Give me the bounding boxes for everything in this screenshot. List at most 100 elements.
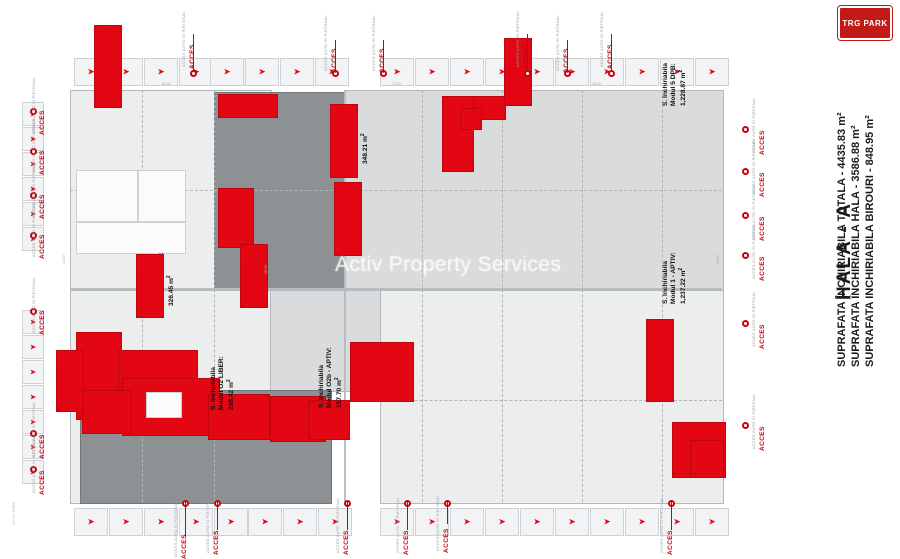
summary-hall: SUPRAFATA ÎNCHIRIABILA HALA - 3586.88 m²	[850, 125, 862, 367]
bay-cell[interactable]: ➤	[22, 202, 44, 226]
partition-v-main	[344, 90, 346, 502]
arrow-icon: ➤	[157, 66, 165, 77]
arrow-icon: ➤	[29, 392, 37, 402]
bay-cell[interactable]: ➤	[179, 508, 213, 536]
arrow-icon: ➤	[393, 66, 401, 77]
arrow-icon: ➤	[428, 66, 436, 77]
arrow-icon: ➤	[29, 209, 37, 219]
room-o3-inner	[146, 392, 182, 418]
bay-cell[interactable]: ➤	[695, 58, 729, 86]
arrow-icon: ➤	[192, 516, 200, 527]
grid-v-3	[422, 90, 423, 502]
bay-cell[interactable]: ➤	[280, 58, 314, 86]
arrow-icon: ➤	[122, 66, 130, 77]
arrow-icon: ➤	[223, 66, 231, 77]
arrow-icon: ➤	[708, 66, 716, 77]
dim-tick: 48.00	[592, 82, 601, 86]
arrow-icon: ➤	[293, 66, 301, 77]
arrow-icon: ➤	[428, 516, 436, 527]
area-label-modul-o2-liber: S. Inchiriabila Modul O2 LIBER: 298.42 m2	[210, 356, 236, 410]
room-nw-b	[138, 170, 186, 222]
room-nw-a	[76, 170, 138, 222]
bay-cell[interactable]: ➤	[22, 177, 44, 201]
office-modul4-a	[218, 94, 278, 118]
bay-cell[interactable]: ➤	[485, 508, 519, 536]
bay-cell[interactable]: ➤	[625, 58, 659, 86]
bay-cell[interactable]: ➤	[450, 58, 484, 86]
bay-cell[interactable]: ➤	[144, 508, 178, 536]
arrow-icon: ➤	[638, 66, 646, 77]
arrow-icon: ➤	[331, 516, 339, 527]
bay-cell[interactable]: ➤	[22, 385, 44, 409]
loading-bays-bottom-mid: ➤ ➤ ➤	[248, 508, 353, 536]
arrow-icon: ➤	[87, 66, 95, 77]
bay-cell[interactable]: ➤	[520, 508, 554, 536]
grid-v-4	[502, 90, 503, 502]
loading-bays-bottom-left: ➤ ➤ ➤ ➤ ➤	[74, 508, 249, 536]
arrow-icon: ➤	[498, 516, 506, 527]
bay-cell[interactable]: ➤	[318, 508, 352, 536]
bay-cell[interactable]: ➤	[450, 508, 484, 536]
plan-canvas: ➤ ➤ ➤ ➤ ➤ ➤ ➤ ➤ ➤ ➤ ➤ ➤ ➤ ➤ ➤ ➤ ➤ ➤ ➤ ➤ …	[22, 25, 822, 536]
summary-offices: SUPRAFATA INCHIRIABILA BIROURI - 848.95 …	[864, 115, 876, 367]
bay-cell[interactable]: ➤	[109, 508, 143, 536]
bay-cell[interactable]: ➤	[214, 508, 248, 536]
bay-cell[interactable]: ➤	[22, 335, 44, 359]
arrow-icon: ➤	[227, 516, 235, 527]
arrow-icon: ➤	[29, 234, 37, 244]
bay-cell[interactable]: ➤	[380, 58, 414, 86]
area-label-birouri-4-a: S. Inchiriabila Birouri Modul 4 LIBER: 18.…	[330, 103, 359, 178]
bay-cell[interactable]: ➤	[590, 58, 624, 86]
loading-bays-bottom-right: ➤ ➤ ➤ ➤ ➤ ➤ ➤ ➤ ➤ ➤	[380, 508, 730, 536]
arrow-icon: ➤	[29, 342, 37, 352]
area-label-modul-5-dpb: S. Inchiriabila Modul 5 DPB: 1,228.87 m2	[662, 63, 688, 106]
office-o2b	[350, 342, 414, 402]
arrow-icon: ➤	[603, 516, 611, 527]
bay-cell[interactable]: ➤	[555, 508, 589, 536]
bay-cell[interactable]: ➤	[210, 58, 244, 86]
office-o2-c	[308, 400, 350, 440]
dim-tick: 36.00	[716, 255, 720, 264]
room-nw-c	[76, 222, 186, 254]
bay-cell[interactable]: ➤	[245, 58, 279, 86]
partition-h-main	[70, 288, 722, 290]
arrow-icon: ➤	[708, 516, 716, 527]
bay-cell[interactable]: ➤	[415, 508, 449, 536]
office-o2-a	[208, 394, 270, 440]
grid-v-5	[582, 90, 583, 502]
bay-cell[interactable]: ➤	[22, 360, 44, 384]
bay-cell[interactable]: ➤	[660, 58, 694, 86]
arrow-icon: ➤	[29, 134, 37, 144]
arrow-icon: ➤	[463, 66, 471, 77]
dim-tick: 24.00	[62, 255, 66, 264]
area-label-birouri-o3-1: S. Inchiriabila Birouri O3.1 LIBER: 31.10 …	[136, 254, 165, 318]
bay-cell[interactable]: ➤	[144, 58, 178, 86]
area-label-modul-1-aptiv: S. Inchiriabila Modul 1 - APTIV: 1,237.22 …	[662, 252, 688, 304]
arrow-icon: ➤	[29, 367, 37, 377]
arrow-icon: ➤	[29, 417, 37, 427]
grid-h-1	[70, 190, 722, 191]
bay-cell[interactable]: ➤	[74, 508, 108, 536]
grid-v-6	[662, 90, 663, 502]
arrow-icon: ➤	[29, 184, 37, 194]
summary-total: SUPRAFATA ÎNCHIRIABILA TOTALA - 4435.83 …	[836, 112, 848, 367]
arrow-icon: ➤	[122, 516, 130, 527]
arrow-icon: ➤	[29, 317, 37, 327]
area-label-modul-o2b-aptiv: S. Inchiriabila Modul O2b - APTIV: 157.70 …	[318, 347, 344, 408]
bay-cell[interactable]: ➤	[283, 508, 317, 536]
arrow-icon: ➤	[157, 516, 165, 527]
bay-cell[interactable]: ➤	[380, 508, 414, 536]
arrow-icon: ➤	[533, 66, 541, 77]
bay-cell[interactable]: ➤	[695, 508, 729, 536]
bay-cell[interactable]: ➤	[415, 58, 449, 86]
bay-cell[interactable]: ➤	[625, 508, 659, 536]
office-modul5-c	[460, 108, 482, 130]
bay-cell[interactable]: ➤	[22, 227, 44, 251]
arrow-icon: ➤	[29, 159, 37, 169]
bay-cell[interactable]: ➤	[248, 508, 282, 536]
bay-cell[interactable]: ➤	[555, 58, 589, 86]
area-label-birouri-4-b: S. Inchiriabila Birouri Modul 4 LIBER: 18.…	[334, 181, 363, 256]
bay-cell[interactable]: ➤	[660, 508, 694, 536]
bay-cell[interactable]: ➤	[590, 508, 624, 536]
